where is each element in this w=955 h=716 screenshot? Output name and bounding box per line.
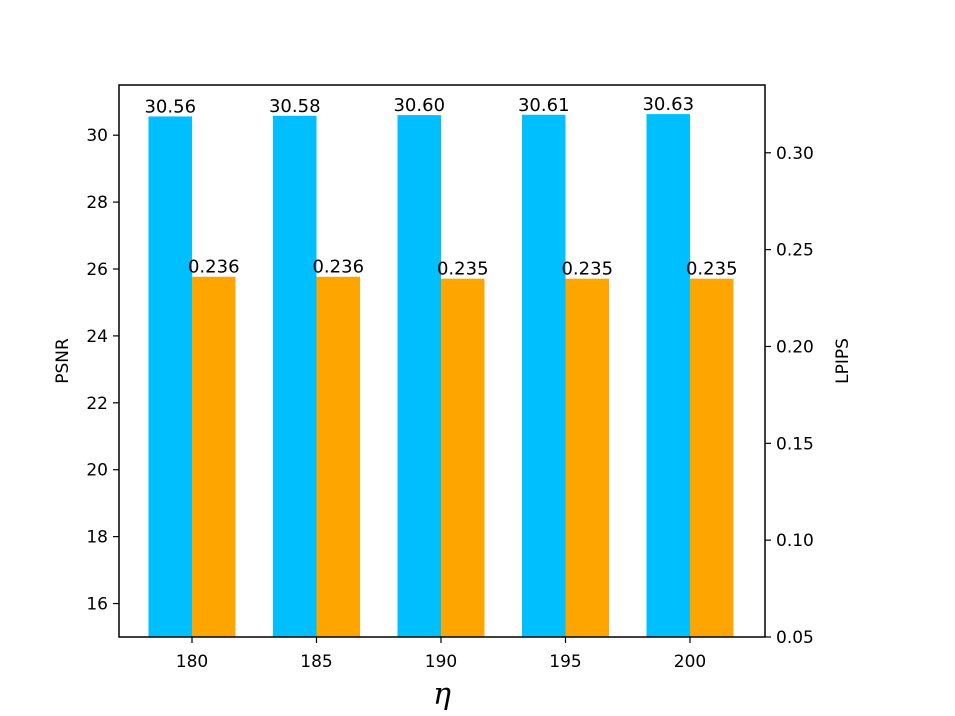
psnr-value-label-190: 30.60 (393, 95, 445, 116)
psnr-value-label-200: 30.63 (642, 94, 694, 115)
lpips-value-label-185: 0.236 (312, 257, 364, 278)
lpips-value-label-195: 0.235 (561, 259, 613, 280)
psnr-value-label-195: 30.61 (518, 95, 570, 116)
lpips-bar-190 (441, 278, 485, 637)
x-axis-ticks: 180 185 190 195 200 (176, 637, 706, 672)
left-tick-label-26: 26 (86, 260, 108, 280)
left-tick-label-28: 28 (86, 193, 108, 213)
left-tick-label-18: 18 (86, 528, 108, 548)
lpips-value-label-200: 0.235 (686, 259, 738, 280)
right-tick-label-0.30: 0.30 (776, 144, 814, 164)
left-tick-label-16: 16 (86, 595, 108, 615)
x-tick-label-195: 195 (549, 652, 581, 672)
data-labels-layer: 30.56 30.58 30.60 30.61 30.63 0.236 0.236 0.235… (144, 94, 737, 280)
left-axis-ticks: 16 18 20 22 24 26 28 30 (86, 126, 119, 615)
bars-layer (148, 114, 734, 638)
psnr-bar-185 (273, 115, 317, 637)
left-tick-label-20: 20 (86, 461, 108, 481)
right-axis-ticks: 0.05 0.10 0.15 0.20 0.25 0.30 (765, 144, 814, 648)
x-tick-label-200: 200 (674, 652, 706, 672)
lpips-bar-195 (565, 278, 609, 637)
psnr-bar-190 (397, 115, 441, 638)
left-tick-label-24: 24 (86, 327, 108, 347)
lpips-value-label-190: 0.235 (437, 259, 489, 280)
psnr-bar-200 (646, 114, 690, 637)
left-axis-title: PSNR (53, 338, 73, 384)
psnr-value-label-180: 30.56 (144, 96, 196, 117)
left-tick-label-22: 22 (86, 394, 108, 414)
psnr-bar-180 (148, 116, 192, 638)
right-tick-label-0.10: 0.10 (776, 531, 814, 551)
right-tick-label-0.05: 0.05 (776, 628, 814, 648)
x-tick-label-185: 185 (300, 652, 332, 672)
right-tick-label-0.15: 0.15 (776, 434, 814, 454)
lpips-bar-185 (316, 276, 360, 637)
lpips-value-label-180: 0.236 (188, 257, 240, 278)
psnr-value-label-185: 30.58 (269, 96, 321, 117)
plot-frame (118, 84, 766, 638)
lpips-bar-180 (192, 276, 236, 637)
x-tick-label-190: 190 (425, 652, 457, 672)
x-axis-title: η (433, 677, 451, 712)
psnr-bar-195 (522, 114, 566, 638)
left-tick-label-30: 30 (86, 126, 108, 146)
right-tick-label-0.20: 0.20 (776, 337, 814, 357)
lpips-bar-200 (690, 278, 734, 637)
x-tick-label-180: 180 (176, 652, 208, 672)
right-axis-title: LPIPS (833, 338, 853, 384)
right-tick-label-0.25: 0.25 (776, 241, 814, 261)
